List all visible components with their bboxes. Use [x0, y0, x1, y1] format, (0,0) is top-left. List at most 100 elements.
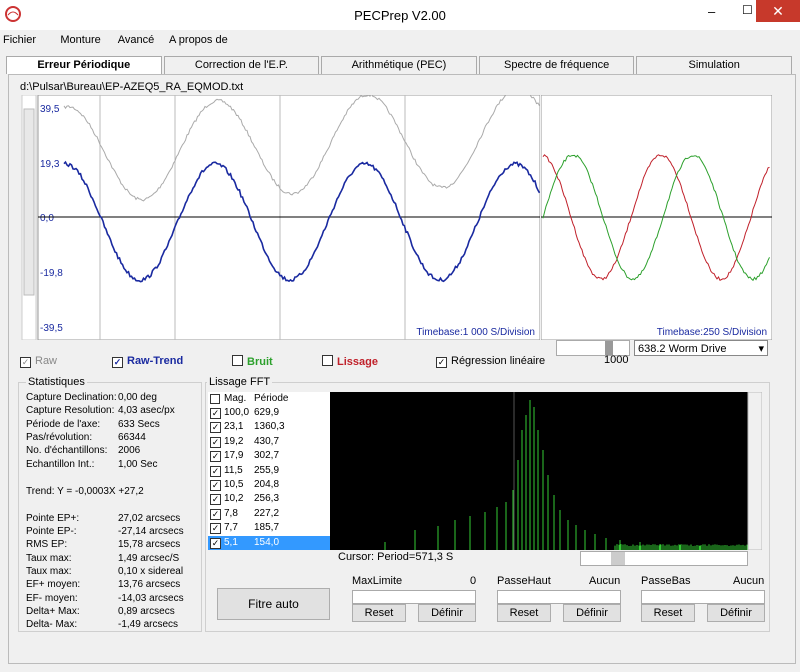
window-title: PECPrep V2.00 — [354, 8, 446, 23]
define-button[interactable]: Définir — [707, 604, 765, 622]
stat-label: Pointe EP-: — [26, 526, 77, 538]
define-button[interactable]: Définir — [418, 604, 476, 622]
stat-value: -14,03 arcsecs — [118, 592, 184, 604]
file-path: d:\Pulsar\Bureau\EP-AZEQ5_RA_EQMOD.txt — [20, 81, 244, 93]
raw-trace — [63, 95, 540, 202]
reset-button[interactable]: Reset — [352, 604, 406, 622]
reset-button[interactable]: Reset — [641, 604, 695, 622]
row-mag: 7,7 — [224, 522, 238, 534]
checkbox[interactable]: ✓ — [20, 357, 31, 368]
options: ✓ Raw ✓ Raw-Trend Bruit Lissage ✓ Régression li… — [20, 355, 580, 369]
tab[interactable]: Simulation — [636, 56, 792, 74]
y-scroll-thumb — [23, 108, 35, 296]
y-tick-label: 0,0 — [40, 213, 54, 224]
list-row[interactable]: ✓ 17,9 302,7 — [208, 449, 330, 463]
header-period: Période — [254, 393, 289, 404]
close[interactable]: ✕ — [756, 0, 800, 22]
list-row[interactable]: ✓ 10,2 256,3 — [208, 492, 330, 506]
list-row[interactable]: ✓ 10,5 204,8 — [208, 478, 330, 492]
minimize[interactable]: ‒ — [708, 4, 716, 19]
row-check: ✓ — [210, 480, 221, 491]
y-tick-label: -19,8 — [40, 268, 63, 279]
app-icon — [5, 6, 21, 22]
tab[interactable]: Arithmétique (PEC) — [321, 56, 477, 74]
menu-item[interactable]: A propos de — [169, 34, 228, 46]
option-label: Bruit — [247, 356, 273, 368]
menu-item[interactable]: Fichier — [3, 34, 37, 46]
option-checkbox[interactable]: ✓ Raw-Trend — [112, 355, 183, 368]
stat-value: 633 Secs — [118, 418, 160, 430]
tab[interactable]: Correction de l'E.P. — [163, 56, 320, 74]
checkbox[interactable]: ✓ — [436, 357, 447, 368]
list-row[interactable]: ✓ 23,1 1360,3 — [208, 420, 330, 434]
menu-item[interactable]: Monture — [60, 34, 101, 46]
checkbox[interactable] — [322, 355, 333, 366]
row-period: 227,2 — [254, 507, 280, 519]
fft-title: Lissage FFT — [207, 376, 273, 388]
checkbox[interactable] — [232, 355, 243, 366]
reset-button[interactable]: Reset — [497, 604, 551, 622]
fft-group — [205, 382, 770, 632]
stats-title: Statistiques — [26, 376, 87, 388]
filter-slider[interactable] — [641, 590, 765, 604]
header-mag: Mag. — [224, 393, 247, 404]
stat-label: No. d'échantillons: — [26, 445, 108, 457]
spectrum-plot — [330, 392, 762, 550]
define-button[interactable]: Définir — [563, 604, 621, 622]
filter-slider[interactable] — [352, 590, 476, 604]
list-row[interactable]: ✓ 5,1 154,0 — [208, 535, 330, 550]
maximize[interactable]: ☐ — [742, 3, 753, 17]
stats-group — [18, 382, 202, 632]
filter-label: PasseHaut — [497, 575, 551, 587]
row-mag: 7,8 — [224, 507, 238, 519]
filter-value: 0 — [470, 575, 477, 587]
tab[interactable]: Spectre de fréquence — [478, 56, 635, 74]
option-checkbox[interactable]: ✓ Régression linéaire — [436, 355, 545, 368]
option-label: Raw-Trend — [127, 355, 184, 367]
stat-value: 15,78 arcsecs — [118, 539, 181, 551]
drive-select[interactable]: 638.2 Worm Drive ▾ — [634, 340, 768, 356]
menu-item[interactable]: Avancé — [117, 34, 155, 46]
list-row[interactable]: ✓ 11,5 255,9 — [208, 464, 330, 478]
row-period: 629,9 — [254, 407, 280, 418]
stat-value: 0,89 arcsecs — [118, 605, 175, 617]
list-row[interactable]: ✓ 7,7 185,7 — [208, 521, 330, 535]
row-check: ✓ — [210, 465, 221, 477]
auto-filter-button[interactable]: Fitre auto — [217, 588, 330, 620]
option-label: Régression linéaire — [451, 355, 546, 367]
row-period: 1360,3 — [254, 421, 285, 433]
stat-label: RMS EP: — [26, 539, 68, 551]
y-tick-label: -39,5 — [40, 323, 63, 334]
stat-value: 1,49 arcsec/S — [118, 552, 180, 564]
checkbox[interactable]: ✓ — [112, 357, 123, 368]
row-check: ✓ — [210, 422, 221, 434]
raw-trend-trace — [63, 160, 540, 283]
row-period: 185,7 — [254, 522, 280, 534]
green-trace — [542, 154, 770, 282]
v-scrollbar — [747, 392, 762, 550]
header-check — [210, 394, 220, 404]
row-period: 204,8 — [254, 479, 280, 490]
side-slider[interactable] — [556, 340, 630, 356]
option-checkbox[interactable]: Lissage — [322, 355, 378, 368]
stat-label: Delta+ Max: — [26, 605, 80, 617]
stat-label: Capture Resolution: — [26, 405, 115, 417]
list-row[interactable]: ✓ 7,8 227,2 — [208, 507, 330, 521]
stat-label: EF- moyen: — [26, 592, 78, 604]
filter-value: Aucun — [589, 575, 621, 587]
option-checkbox[interactable]: ✓ Raw — [20, 355, 57, 368]
list-row[interactable]: ✓ 100,0 629,9 — [208, 406, 330, 420]
list-header: Mag. Période — [208, 392, 330, 406]
tab[interactable]: Erreur Périodique — [6, 56, 162, 74]
option-checkbox[interactable]: Bruit — [232, 355, 273, 368]
stat-label: Pointe EP+: — [26, 512, 80, 524]
side-plot: Timebase:250 S/Division — [541, 95, 772, 340]
row-mag: 19,2 — [224, 435, 244, 447]
y-tick-label: 39,5 — [40, 104, 60, 115]
spectrum-scroll[interactable] — [580, 551, 748, 566]
list-row[interactable]: ✓ 19,2 430,7 — [208, 435, 330, 449]
row-period: 255,9 — [254, 464, 280, 476]
filter-label: PasseBas — [641, 575, 691, 587]
filter-slider[interactable] — [497, 590, 621, 604]
row-check: ✓ — [210, 537, 221, 549]
